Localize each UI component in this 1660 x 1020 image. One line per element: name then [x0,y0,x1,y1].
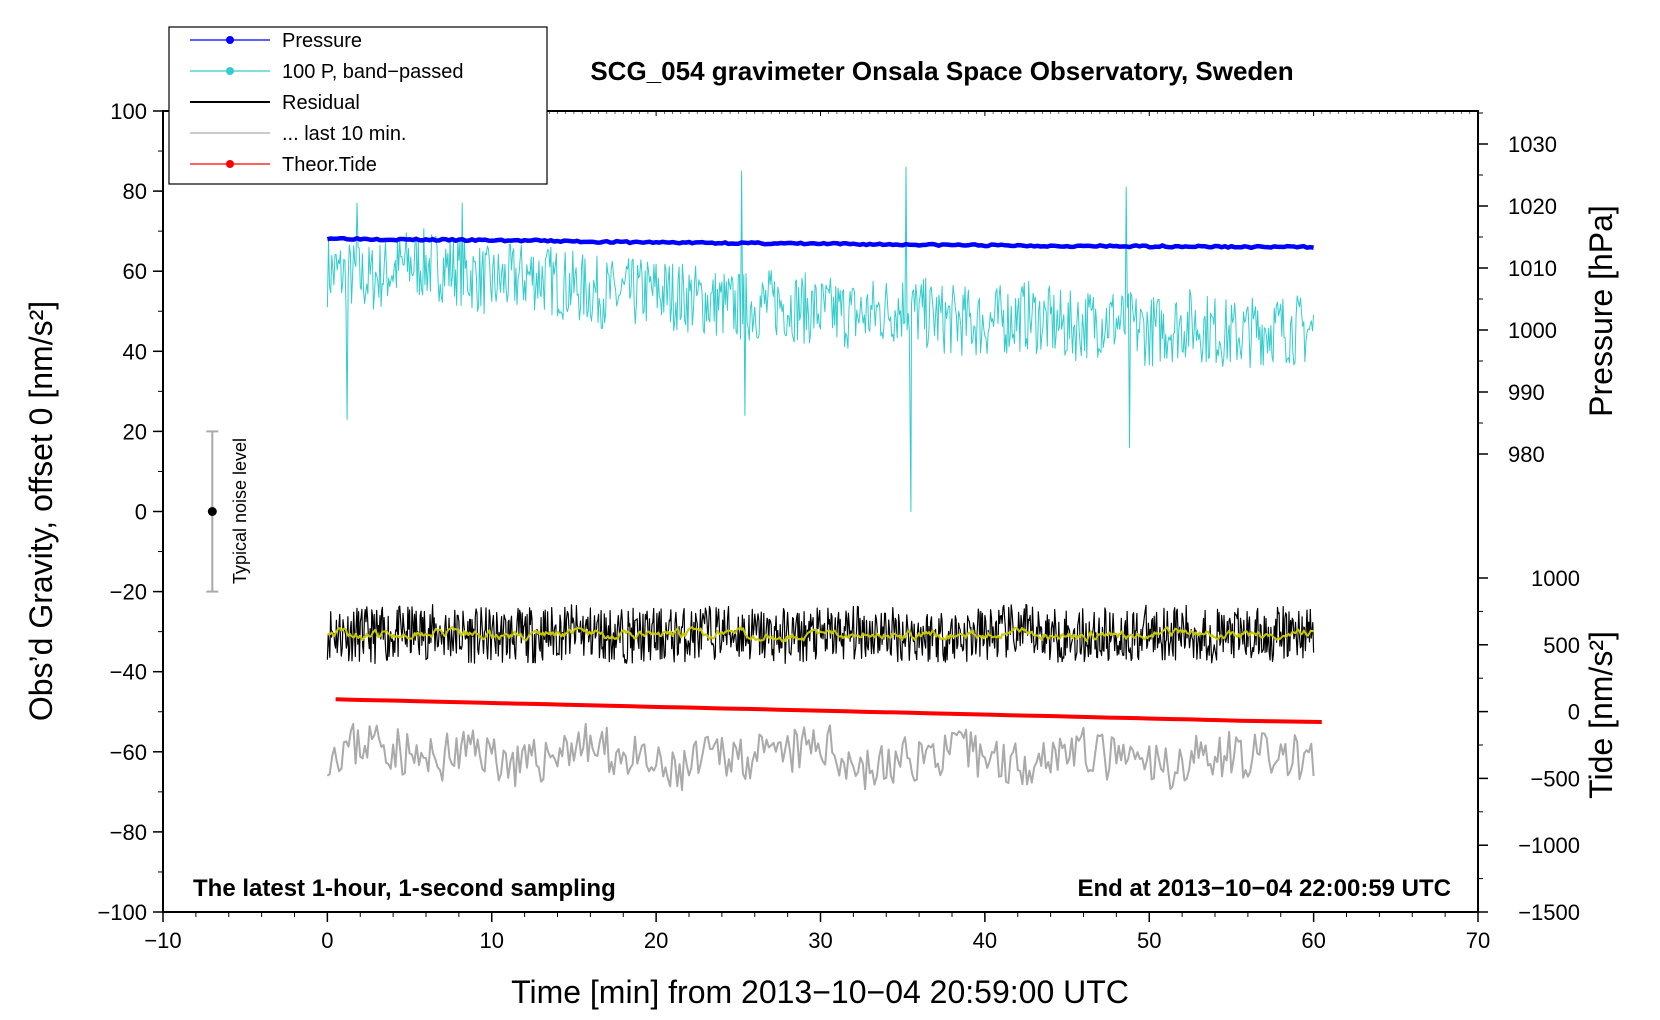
x-axis-title: Time [min] from 2013−10−04 20:59:00 UTC [511,974,1129,1010]
x-tick-label: 60 [1301,928,1325,953]
legend: Pressure 100 P, band−passed Residual ... la… [168,26,548,185]
legend-swatch-marker [226,36,234,44]
x-tick-label: −10 [144,928,181,953]
theoretical-tide-line [335,697,1322,724]
y-axis-left-title: Obs’d Gravity, offset 0 [nm/s²] [23,301,59,721]
legend-label: 100 P, band−passed [282,61,463,83]
y-left-tick-label: 40 [123,339,147,364]
pressure-line [326,235,1315,251]
pressure-axis-title: Pressure [hPa] [1583,205,1619,417]
y-left-tick-label: 100 [110,99,147,124]
x-tick-label: 30 [808,928,832,953]
sampling-note: The latest 1-hour, 1-second sampling [193,875,616,902]
x-tick-label: 20 [644,928,668,953]
legend-swatch-marker [226,67,234,75]
pressure-tick-label: 980 [1508,442,1545,467]
y-left-tick-label: 20 [123,419,147,444]
pressure-tick-label: 1020 [1508,194,1557,219]
x-tick-label: 50 [1137,928,1161,953]
legend-label: ... last 10 min. [282,123,407,145]
pressure-tick-label: 990 [1508,380,1545,405]
x-tick-label: 10 [480,928,504,953]
tide-tick-label: 500 [1543,633,1580,658]
x-tick-label: 0 [321,928,333,953]
tide-axis-title: Tide [nm/s²] [1583,631,1619,799]
y-left-tick-label: −100 [97,900,147,925]
tide-tick-label: 1000 [1531,566,1580,591]
noise-bar-center-dot [207,507,217,516]
y-left-tick-label: 0 [135,500,147,525]
chart-title: SCG_054 gravimeter Onsala Space Observat… [590,56,1293,86]
legend-label: Residual [282,92,360,114]
x-tick-label: 40 [973,928,997,953]
series-layer [326,166,1322,792]
y-left-tick-label: 80 [123,179,147,204]
y-left-tick-label: −60 [110,740,147,765]
end-time-note: End at 2013−10−04 22:00:59 UTC [1077,875,1451,902]
y-left-tick-label: −80 [110,820,147,845]
residual-line [326,603,1315,665]
tide-tick-label: −1500 [1518,900,1580,925]
residual-smoothed-line [326,626,1314,643]
legend-label: Pressure [282,30,362,52]
noise-level-label: Typical noise level [230,438,250,584]
legend-label: Theor.Tide [282,154,377,176]
pressure-tick-label: 1010 [1508,256,1557,281]
pressure-tick-label: 1030 [1508,132,1557,157]
axis-layer: −10 0 10 20 30 40 50 60 70100806040200−20−40−60−… [97,99,1580,953]
legend-swatch-marker [226,160,234,168]
tide-tick-label: 0 [1568,700,1580,725]
tide-tick-label: −500 [1530,766,1580,791]
band-passed-pressure-line [326,166,1315,512]
noise-level-indicator: Typical noise level [206,430,250,593]
y-left-tick-label: −20 [110,580,147,605]
y-left-tick-label: −40 [110,660,147,685]
tide-tick-label: −1000 [1518,833,1580,858]
y-left-tick-label: 60 [123,259,147,284]
pressure-tick-label: 1000 [1508,318,1557,343]
last-10-min-line [326,722,1315,792]
x-tick-label: 70 [1466,928,1490,953]
legend-box [168,26,548,185]
